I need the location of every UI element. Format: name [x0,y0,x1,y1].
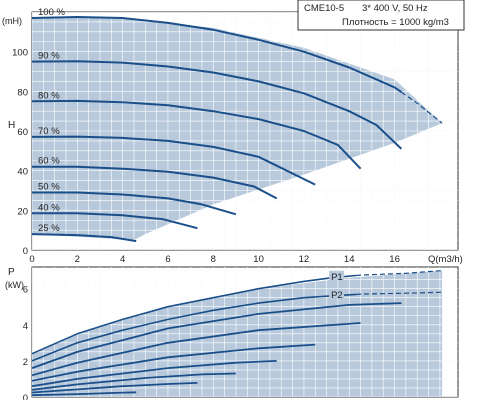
power-curve-label-bg [329,270,345,281]
head-y-tick: 100 [12,48,28,59]
head-y-tick: 80 [17,87,28,98]
power-y-tick: 2 [23,357,28,368]
x-tick: 2 [75,254,80,265]
head-curve-label: 50 % [38,182,60,193]
head-curve-label: 80 % [38,90,60,101]
power-curve-labels: P1 P2 [329,270,345,301]
head-curve-labels: 100 % 90 % 80 % 70 % 60 % 50 % 40 % 25 % [38,7,65,234]
head-chart: 100 % 90 % 80 % 70 % 60 % 50 % 40 % 25 % 0 20 40 6… [2,0,465,257]
density-label: Плотность = 1000 kg/m3 [342,17,449,28]
power-y-label: P [8,267,15,278]
curve-head-3 [32,135,316,186]
curve-power-2 [32,302,402,369]
power-curve-label-bg [329,288,345,299]
x-tick: 12 [299,254,310,265]
head-curve-label: 25 % [38,223,60,234]
x-tick: 4 [120,254,125,265]
curve-power-8 [32,391,137,397]
curve-head-1 [32,60,403,150]
x-tick: 14 [344,254,355,265]
power-y-tick: 6 [23,285,28,296]
x-tick: 0 [29,254,34,265]
head-y-tick: 0 [23,246,28,257]
x-tick: 16 [389,254,400,265]
power-y-tick-labels: 0 2 4 6 [23,285,28,400]
x-tick: 10 [253,254,264,265]
curve-power-1-extension [355,291,443,295]
head-y-label: H [8,120,15,131]
curve-power-6 [32,372,236,391]
curve-head-0 [32,16,402,93]
head-y-tick: 20 [17,206,28,217]
curve-head-2 [32,99,362,170]
head-y-unit: (mH) [2,16,22,26]
operating-envelope [32,18,443,241]
curve-head-0-extension [401,91,443,124]
curve-power-5 [32,360,277,388]
head-grid-overlay [32,12,458,250]
header-box [297,0,465,31]
x-tick: 8 [211,254,216,265]
head-curve-label: 70 % [38,126,60,137]
curve-power-7 [32,382,198,394]
curve-power-0-extension [355,270,443,277]
head-curve-label: 60 % [38,156,60,167]
supply-label: 3* 400 V, 50 Hz [362,3,428,14]
curve-head-5 [32,191,237,216]
head-curve-label: 40 % [38,202,60,213]
head-curve-label: 100 % [38,7,65,18]
curve-power-1 [32,293,357,362]
curve-head-7 [32,233,137,243]
x-tick: 6 [165,254,170,265]
power-curves [32,270,443,397]
power-grid-overlay [32,267,458,397]
head-y-tick-labels: 0 20 40 60 80 100 [12,48,28,257]
power-y-tick: 0 [23,393,28,400]
power-curve-label: P2 [331,290,343,301]
head-envelope [32,18,443,241]
curve-power-3 [32,322,361,377]
curve-head-4 [32,165,278,200]
head-y-tick: 60 [17,127,28,138]
power-chart: P1 P2 0 2 4 6 P (kW) [5,266,459,400]
head-curves [32,16,443,243]
curve-power-0 [32,274,357,355]
power-y-unit: (kW) [5,280,24,290]
curve-head-6 [32,212,198,230]
head-y-tick: 40 [17,167,28,178]
x-tick-labels: 0 2 4 6 8 10 12 14 16 [29,254,400,265]
head-curve-label: 90 % [38,51,60,62]
model-label: CME10-5 [304,3,344,14]
curve-power-4 [32,343,316,382]
x-axis-label: Q(m3/h) [428,254,463,265]
power-curve-label: P1 [331,272,343,283]
power-y-tick: 4 [23,321,28,332]
